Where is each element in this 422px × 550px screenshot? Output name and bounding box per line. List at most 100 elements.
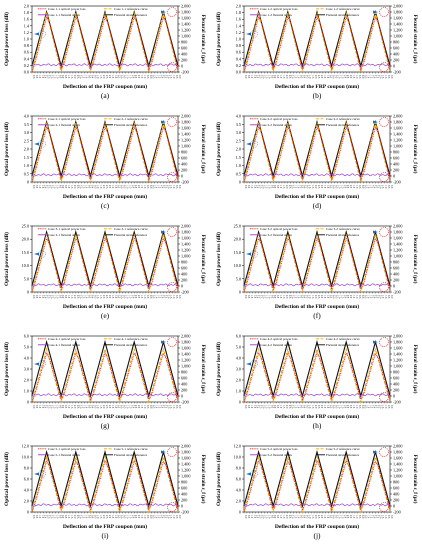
arrow-left-axis bbox=[246, 32, 251, 36]
x-tick-label: 0.5 bbox=[175, 515, 178, 519]
x-tick-label: 0.5 bbox=[117, 75, 120, 79]
x-tick-label: 1.0 bbox=[114, 515, 117, 519]
x-tick-label: 2.0 bbox=[79, 75, 82, 79]
x-tick-label: 1.5 bbox=[52, 295, 55, 299]
x-tick-label: 0.0 bbox=[32, 295, 35, 299]
right-tick-label: 1,400 bbox=[393, 132, 402, 138]
x-tick-label: 1.0 bbox=[114, 295, 117, 299]
right-tick-label: 600 bbox=[181, 156, 187, 161]
marker-base-circle bbox=[379, 392, 389, 402]
arrow-left-axis bbox=[246, 362, 251, 366]
right-tick-label: 1,000 bbox=[393, 34, 402, 40]
x-tick-label: 0.0 bbox=[273, 75, 276, 79]
right-tick-label: 1,000 bbox=[393, 254, 402, 260]
x-tick-label: 2.5 bbox=[346, 405, 349, 409]
x-tick-label: 2.0 bbox=[73, 185, 76, 189]
x-tick-label: 1.0 bbox=[172, 185, 175, 189]
x-tick-label: 2.5 bbox=[105, 295, 108, 299]
legend-strain-ref-label: Flexural strain reference bbox=[326, 233, 360, 237]
x-tick-label: 0.5 bbox=[35, 515, 38, 519]
x-tick-label: 1.0 bbox=[96, 185, 99, 189]
left-tick-label: 3.0 bbox=[236, 130, 241, 135]
x-tick-label: 1.5 bbox=[370, 405, 373, 409]
x-tick-label: 0.0 bbox=[244, 185, 247, 189]
legend-reference-label: Case 5-2 reference curve bbox=[326, 447, 360, 451]
x-tick-label: 0.5 bbox=[35, 75, 38, 79]
series-reference-curve bbox=[243, 455, 391, 514]
left-tick-label: 8.0 bbox=[24, 466, 29, 471]
left-tick-label: 1.2 bbox=[24, 30, 29, 35]
x-tick-label: 2.0 bbox=[349, 295, 352, 299]
x-tick-label: 1.0 bbox=[38, 185, 41, 189]
right-tick-label: 600 bbox=[393, 156, 399, 161]
x-tick-label: 2.0 bbox=[378, 185, 381, 189]
marker-base-circle bbox=[167, 172, 177, 182]
x-tick-label: 2.0 bbox=[108, 185, 111, 189]
x-tick-label: 2.5 bbox=[105, 185, 108, 189]
x-tick-label: 0.5 bbox=[152, 515, 155, 519]
x-tick-label: 1.0 bbox=[308, 405, 311, 409]
arrow-left-axis bbox=[34, 32, 39, 36]
x-tick-label: 0.5 bbox=[58, 295, 61, 299]
x-tick-label: 0.0 bbox=[244, 295, 247, 299]
right-tick-label: 1,200 bbox=[393, 28, 402, 34]
x-tick-label: 2.0 bbox=[343, 75, 346, 79]
right-tick-label: 0 bbox=[393, 504, 395, 509]
x-tick-label: 1.5 bbox=[340, 185, 343, 189]
x-tick-label: 2.0 bbox=[320, 405, 323, 409]
x-tick-label: 1.5 bbox=[111, 185, 114, 189]
x-tick-label: 2.0 bbox=[137, 185, 140, 189]
x-tick-label: 1.0 bbox=[384, 75, 387, 79]
x-tick-label: 0.5 bbox=[358, 405, 361, 409]
x-tick-label: 1.0 bbox=[367, 75, 370, 79]
marker-peak-circle bbox=[379, 337, 389, 347]
x-tick-label: 1.0 bbox=[67, 295, 70, 299]
x-tick-label: 1.0 bbox=[326, 185, 329, 189]
x-tick-label: 1.5 bbox=[70, 185, 73, 189]
legend-optical-label: Case 2-2 optical power loss bbox=[260, 117, 298, 121]
right-tick-label: 1,000 bbox=[393, 144, 402, 150]
x-tick-label: 0.5 bbox=[299, 405, 302, 409]
x-tick-label: 1.0 bbox=[38, 75, 41, 79]
x-tick-label: 1.5 bbox=[128, 405, 131, 409]
marker-left-circle bbox=[38, 140, 46, 148]
x-tick-label: 1.0 bbox=[114, 405, 117, 409]
x-tick-label: 0.5 bbox=[35, 405, 38, 409]
x-tick-label: 0.5 bbox=[247, 405, 250, 409]
left-tick-label: 8.0 bbox=[236, 466, 241, 471]
x-tick-label: 1.5 bbox=[294, 515, 297, 519]
right-axis-label: Flexural strain ε_f (με) bbox=[200, 235, 205, 284]
x-tick-label: 1.5 bbox=[264, 405, 267, 409]
x-tick-label: 2.0 bbox=[166, 515, 169, 519]
legend-strain-label: Case 2-1 flexural strain bbox=[48, 123, 80, 127]
right-tick-label: -200 bbox=[181, 70, 189, 75]
x-tick-label: 2.5 bbox=[346, 75, 349, 79]
x-tick-label: 1.5 bbox=[381, 405, 384, 409]
legend-strain-label: Case 3-1 flexural strain bbox=[48, 233, 80, 237]
x-tick-label: 0.5 bbox=[87, 515, 90, 519]
marker-base-circle bbox=[379, 502, 389, 512]
x-tick-label: 1.0 bbox=[355, 405, 358, 409]
x-tick-label: 2.5 bbox=[76, 75, 79, 79]
legend-strain-ref-label: Flexural strain reference bbox=[114, 123, 148, 127]
x-tick-label: 1.5 bbox=[282, 405, 285, 409]
x-tick-label: 1.0 bbox=[172, 515, 175, 519]
x-tick-label: 0.5 bbox=[305, 515, 308, 519]
x-tick-label: 0.0 bbox=[61, 515, 64, 519]
left-tick-label: 0.6 bbox=[236, 50, 241, 55]
x-tick-label: 0.5 bbox=[335, 515, 338, 519]
legend-strain-label: Case 3-2 flexural strain bbox=[260, 233, 292, 237]
x-tick-label: 2.5 bbox=[105, 75, 108, 79]
right-tick-label: 200 bbox=[393, 498, 399, 503]
right-tick-label: 800 bbox=[393, 40, 399, 45]
x-tick-label: 0.5 bbox=[87, 75, 90, 79]
x-tick-label: 1.0 bbox=[279, 515, 282, 519]
x-tick-label: 0.5 bbox=[299, 515, 302, 519]
x-tick-label: 0.5 bbox=[146, 405, 149, 409]
series-reference-curve bbox=[243, 347, 391, 404]
x-tick-label: 1.5 bbox=[311, 75, 314, 79]
right-tick-label: 200 bbox=[393, 168, 399, 173]
x-tick-label: 0.0 bbox=[302, 295, 305, 299]
right-tick-label: 0 bbox=[393, 394, 395, 399]
x-tick-label: 0.0 bbox=[178, 75, 181, 79]
